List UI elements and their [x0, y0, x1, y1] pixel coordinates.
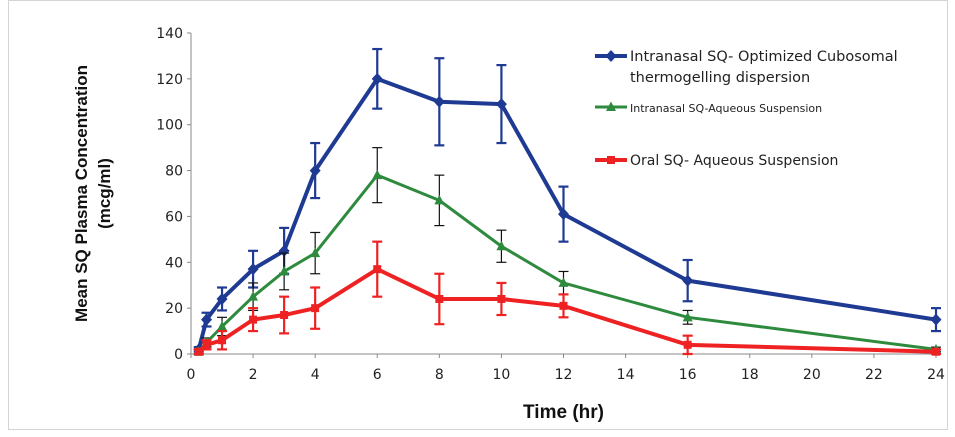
x-tick-label: 22: [865, 367, 883, 383]
series-line: [197, 173, 937, 353]
data-point-marker: [371, 72, 383, 85]
x-tick-label: 0: [187, 367, 196, 383]
series-3: [193, 240, 941, 356]
series-line: [196, 76, 937, 350]
y-tick-label: 100: [156, 118, 183, 134]
x-tick-label: 24: [927, 367, 945, 383]
data-point-marker: [683, 340, 692, 349]
y-tick-label: 0: [174, 347, 183, 363]
data-point-marker: [278, 244, 290, 257]
x-tick-label: 12: [555, 367, 573, 383]
data-point-marker: [496, 240, 507, 251]
x-tick-label: 8: [435, 367, 444, 383]
legend-label: thermogelling dispersion: [630, 70, 810, 86]
x-tick-labels: 0 2 4 6 8 10 12 14 16 18 20 22 24: [187, 354, 945, 383]
legend-item-3: Oral SQ- Aqueous Suspension: [595, 153, 838, 169]
data-point-marker: [930, 313, 942, 326]
data-point-marker: [310, 247, 321, 258]
data-point-marker: [280, 311, 289, 320]
x-tick-label: 10: [493, 367, 511, 383]
y-axis-title-line-1: Mean SQ Plasma Concentration: [72, 65, 91, 322]
series-line: [197, 267, 937, 354]
y-tick-label: 140: [156, 26, 183, 42]
data-point-marker: [607, 156, 615, 164]
data-point-marker: [217, 320, 228, 331]
x-tick-label: 2: [249, 367, 258, 383]
chart-frame: 0 2 4 6 8 10 12 14 16 18 20 22 24 0 20 40 60 80 100 120 140…: [8, 0, 948, 430]
data-point-marker: [247, 263, 259, 276]
data-point-marker: [606, 101, 616, 111]
data-point-marker: [201, 313, 213, 326]
data-point-marker: [559, 301, 568, 310]
legend-item-2: Intranasal SQ-Aqueous Suspension: [595, 101, 822, 115]
x-tick-label: 4: [311, 367, 320, 383]
line-chart: 0 2 4 6 8 10 12 14 16 18 20 22 24 020406080100120140…: [72, 26, 945, 423]
legend-item-1: Intranasal SQ- Optimized Cubosomal thermo…: [595, 49, 898, 86]
x-tick-label: 16: [679, 367, 697, 383]
series-layer: [193, 47, 942, 356]
legend: Intranasal SQ- Optimized Cubosomal thermo…: [595, 49, 898, 169]
y-tick-labels: 0 20 40 60 80 100 120 140: [156, 26, 191, 363]
y-axis-title-line-2: (mcg/ml): [95, 158, 114, 229]
series-2: [193, 147, 941, 356]
data-point-marker: [218, 336, 227, 345]
data-point-marker: [558, 208, 569, 221]
data-point-marker: [433, 95, 445, 108]
x-axis-title: Time (hr): [523, 402, 604, 423]
data-point-marker: [372, 169, 383, 180]
data-point-marker: [682, 274, 694, 287]
y-tick-label: 40: [165, 255, 183, 271]
data-point-marker: [194, 347, 203, 356]
y-tick-label: 20: [165, 301, 183, 317]
data-point-marker: [311, 304, 320, 313]
data-point-marker: [932, 347, 940, 356]
data-point-marker: [605, 50, 617, 62]
y-tick-label: 80: [165, 164, 183, 180]
legend-label: Oral SQ- Aqueous Suspension: [630, 153, 838, 169]
x-tick-label: 18: [741, 367, 759, 383]
x-tick-label: 14: [617, 367, 635, 383]
data-point-marker: [249, 315, 258, 324]
x-tick-label: 20: [803, 367, 821, 383]
data-point-marker: [248, 291, 259, 301]
data-point-marker: [497, 294, 506, 303]
data-point-marker: [435, 294, 444, 303]
legend-label: Intranasal SQ-Aqueous Suspension: [630, 102, 822, 115]
y-tick-label: 60: [165, 209, 183, 225]
y-tick-label: 120: [156, 72, 183, 88]
data-point-marker: [373, 265, 382, 274]
data-point-marker: [682, 311, 693, 322]
data-point-marker: [279, 265, 290, 276]
y-axis-title: Mean SQ Plasma Concentration (mcg/ml): [72, 65, 114, 322]
legend-label: Intranasal SQ- Optimized Cubosomal: [630, 49, 898, 65]
data-point-marker: [216, 292, 228, 305]
x-tick-label: 6: [373, 367, 382, 383]
data-point-marker: [558, 277, 569, 287]
data-point-marker: [495, 98, 507, 111]
data-point-marker: [434, 194, 445, 205]
data-point-marker: [202, 340, 211, 349]
data-point-marker: [309, 164, 321, 177]
